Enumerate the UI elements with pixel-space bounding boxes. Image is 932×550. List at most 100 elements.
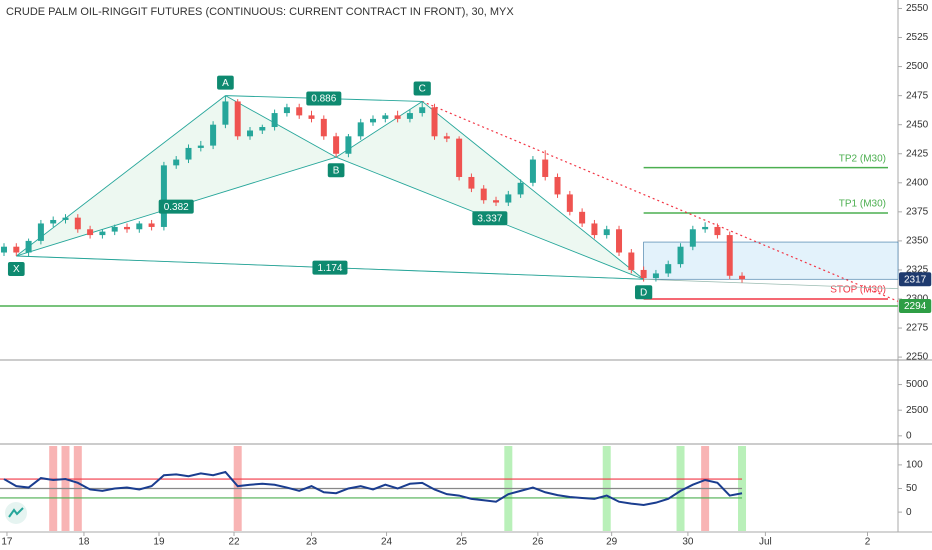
candle-body [382,115,389,119]
x-tick-label: 18 [78,537,90,548]
candle-body [160,165,167,227]
candle-body [357,122,364,137]
indicator-line [3,470,743,507]
candle-body [25,240,32,253]
y-tick-label: 2450 [906,119,929,130]
candle-body [247,130,254,137]
y-tick-label: 5000 [906,379,929,390]
ratio-label: 1.174 [312,260,348,275]
candle-body [628,252,635,270]
y-tick-label: 2500 [906,405,929,416]
level-label: TP1 (M30) [839,199,886,210]
candle-body [308,115,315,119]
candle-body [394,115,401,119]
ratio-label-box [472,211,508,226]
candle-body [714,226,721,236]
trend-line [421,100,899,302]
candle-body [234,101,241,137]
candle-body [542,159,549,177]
candle-body [37,223,44,241]
target-zone [643,241,899,280]
pattern-fill [336,101,644,280]
x-tick-label: 26 [532,537,544,548]
candle-body [591,223,598,236]
candle-body [579,211,586,224]
candle-body [271,113,278,128]
pattern-leg [16,95,226,257]
price-label-box [899,272,932,287]
candle-body [603,229,610,236]
point-label-text: X [13,264,20,275]
y-tick-label: 0 [906,430,912,441]
candle-body [111,226,118,232]
candle-body [197,145,204,148]
point-label: C [413,81,431,96]
point-label-text: A [222,78,229,89]
candle-body [74,217,81,230]
candle-body [136,223,143,230]
price-label-box [899,298,932,313]
ratio-label-box [306,91,342,106]
candle-body [210,124,217,146]
candle-body [652,273,659,279]
candle-body [739,275,746,280]
candle-body [443,136,450,139]
pattern-leg [421,101,644,280]
x-tick-label: 30 [682,537,694,548]
candle-body [370,118,377,123]
y-tick-label: 2475 [906,90,929,101]
x-tick-label: 22 [228,537,240,548]
point-label: X [7,261,25,276]
ratio-label: 0.382 [158,199,194,214]
candle-body [419,107,426,114]
price-label: 2294 [899,298,932,313]
candle-body [456,138,463,177]
price-label-text: 2294 [904,301,927,312]
price-label: 2317 [899,272,932,287]
logo [5,502,27,524]
point-label-box [413,81,431,96]
ratio-label-box [312,260,348,275]
y-tick-label: 100 [906,460,923,471]
candle-body [677,246,684,265]
ratio-label-box [158,199,194,214]
candle-body [0,246,7,253]
point-label-text: C [419,84,426,95]
candle-body [689,229,696,247]
candle-body [517,182,524,195]
x-tick-label: 17 [1,537,13,548]
point-label-text: D [640,287,647,298]
point-label-box [217,75,234,90]
y-tick-label: 2500 [906,61,929,72]
ratio-label: 0.886 [306,91,342,106]
candle-body [87,229,94,236]
point-label-text: B [333,165,340,176]
y-tick-label: 2525 [906,32,929,43]
y-tick-label: 2375 [906,206,929,217]
pattern-fill [16,95,337,256]
point-label: A [217,75,234,90]
candle-body [726,235,733,276]
x-tick-label: 19 [153,537,165,548]
x-tick-label: 23 [306,537,318,548]
candle-body [529,159,536,183]
candle-body [554,176,561,195]
candle-body [222,101,229,125]
ratio-label: 3.337 [472,211,508,226]
pattern-leg [225,95,337,158]
x-tick-label: 2 [865,537,871,548]
candle-body [480,188,487,201]
candle-body [283,107,290,114]
candle-body [124,226,131,230]
point-label-box [7,261,25,276]
candle-body [148,223,155,227]
point-label-box [635,285,653,300]
candle-body [702,226,709,230]
candle-body [50,219,57,224]
candle-body [173,159,180,166]
y-tick-label: 2400 [906,177,929,188]
candle-body [468,176,475,189]
level-label: TP2 (M30) [839,153,886,164]
